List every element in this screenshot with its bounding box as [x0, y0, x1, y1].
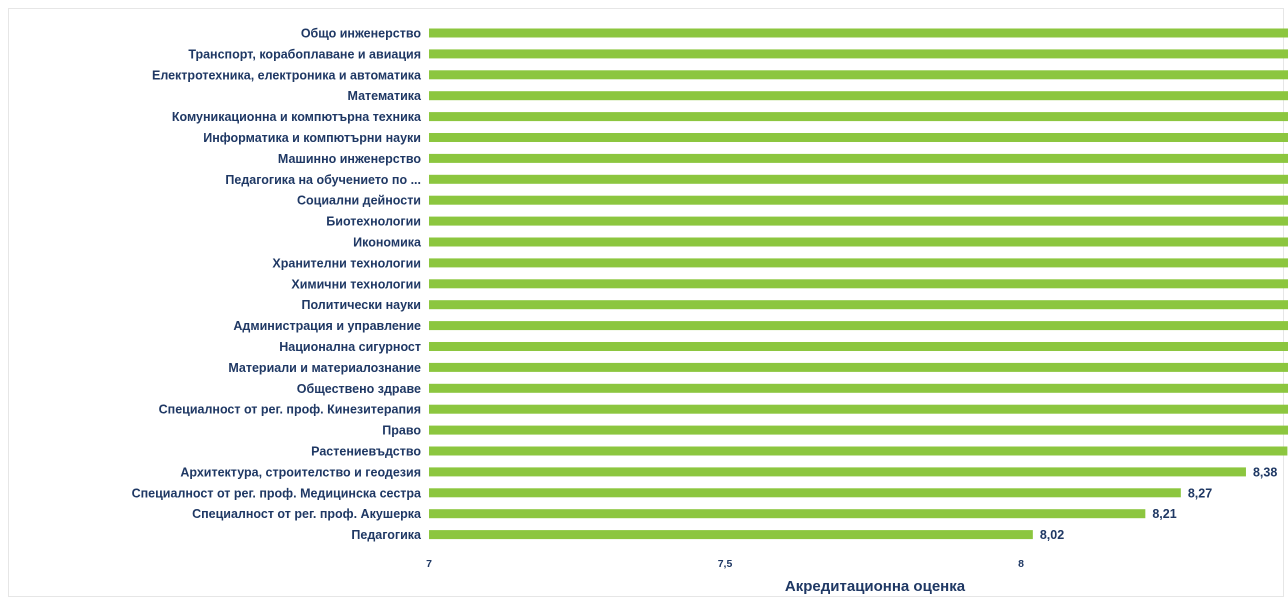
bar-15 [429, 342, 1288, 351]
bar-12 [429, 279, 1288, 289]
x-tick-label-2: 8 [1018, 558, 1024, 570]
bar-14 [429, 321, 1288, 331]
bar-3 [429, 91, 1288, 101]
value-label-21: 8,38 [1253, 465, 1277, 479]
bar-1 [429, 49, 1288, 59]
value-label-24: 8,02 [1040, 528, 1064, 542]
x-tick-label-1: 7,5 [718, 558, 733, 570]
category-label-11: Хранителни технологии [272, 256, 421, 270]
bar-24 [429, 530, 1033, 540]
bar-16 [429, 362, 1288, 372]
bar-23 [429, 509, 1146, 519]
category-label-0: Общо инженерство [301, 27, 422, 41]
bar-17 [429, 383, 1288, 393]
category-label-20: Растениевъдство [311, 445, 421, 459]
category-label-9: Биотехнологии [326, 215, 421, 229]
category-label-3: Математика [348, 89, 423, 103]
bar-20 [429, 446, 1288, 456]
category-label-16: Материали и материалознание [228, 361, 421, 375]
x-axis-title: Акредитационна оценка [785, 578, 966, 595]
x-axis: 77,588,599,5 [426, 558, 1024, 570]
bar-2 [429, 70, 1288, 80]
category-label-7: Педагогика на обучението по ... [225, 173, 421, 187]
category-label-24: Педагогика [351, 528, 422, 542]
category-label-2: Електротехника, електроника и автоматика [152, 68, 422, 82]
bar-19 [429, 425, 1288, 435]
x-tick-label-0: 7 [426, 558, 432, 570]
category-label-10: Икономика [353, 236, 422, 250]
category-labels: Общо инженерство Транспорт, корабоплаване… [132, 27, 422, 543]
bar-13 [429, 300, 1288, 310]
category-label-19: Право [382, 424, 421, 438]
category-label-12: Химични технологии [291, 277, 421, 291]
category-label-15: Национална сигурност [279, 340, 421, 354]
bar-22 [429, 488, 1181, 498]
bar-4 [429, 112, 1288, 122]
bars-layer [429, 28, 1288, 540]
category-label-18: Специалност от рег. проф. Кинезитерапия [159, 403, 421, 417]
bar-8 [429, 195, 1288, 205]
category-label-21: Архитектура, строителство и геодезия [180, 465, 421, 479]
bar-0 [429, 28, 1288, 38]
bar-11 [429, 258, 1288, 268]
bar-21 [429, 467, 1246, 477]
category-label-6: Машинно инженерство [278, 152, 421, 166]
category-label-23: Специалност от рег. проф. Акушерка [192, 507, 422, 521]
bar-9 [429, 216, 1288, 226]
category-label-14: Администрация и управление [233, 319, 421, 333]
bar-10 [429, 237, 1288, 247]
bar-5 [429, 133, 1288, 142]
value-label-22: 8,27 [1188, 486, 1212, 500]
category-label-4: Комуникационна и компютърна техника [172, 110, 422, 124]
category-label-1: Транспорт, корабоплаване и авиация [188, 47, 421, 61]
category-label-13: Политически науки [301, 298, 421, 312]
value-labels: 9,549,409,389,379,379,349,329,289,289,23… [1040, 465, 1277, 542]
bar-7 [429, 174, 1288, 184]
bar-6 [429, 153, 1288, 163]
category-label-22: Специалност от рег. проф. Медицинска сес… [132, 486, 422, 500]
bar-18 [429, 404, 1288, 414]
category-label-8: Социални дейности [297, 194, 421, 208]
value-label-23: 8,21 [1152, 507, 1176, 521]
category-label-17: Обществено здраве [297, 382, 421, 396]
category-label-5: Информатика и компютърни науки [203, 131, 421, 145]
